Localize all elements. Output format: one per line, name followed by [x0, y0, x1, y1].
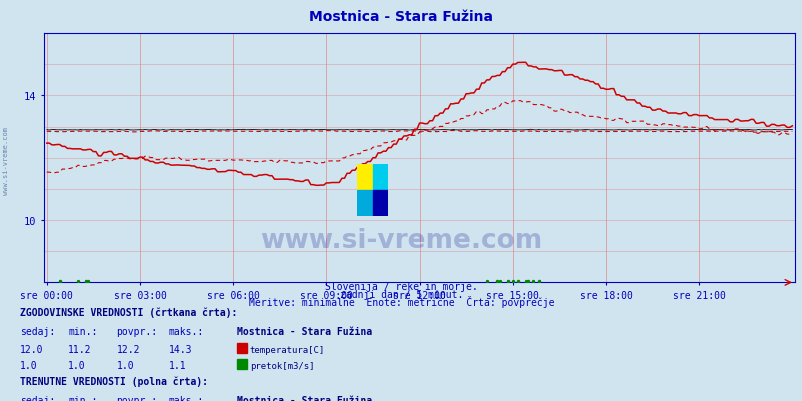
Text: 1.1: 1.1 — [168, 360, 186, 370]
Text: min.:: min.: — [68, 395, 98, 401]
Bar — [372, 164, 387, 190]
Text: pretok[m3/s]: pretok[m3/s] — [249, 361, 314, 370]
Text: zadnji dan / 5 minut.: zadnji dan / 5 minut. — [339, 290, 463, 300]
Text: 1.0: 1.0 — [20, 360, 38, 370]
Point — [526, 278, 539, 284]
Bar — [357, 164, 372, 190]
Point — [492, 278, 505, 284]
Text: 12.0: 12.0 — [20, 344, 43, 354]
Text: www.si-vreme.com: www.si-vreme.com — [260, 228, 542, 253]
Text: www.si-vreme.com: www.si-vreme.com — [3, 126, 10, 194]
Point — [506, 278, 519, 284]
Text: min.:: min.: — [68, 326, 98, 336]
Point — [480, 278, 492, 284]
Text: 12.2: 12.2 — [116, 344, 140, 354]
Text: sedaj:: sedaj: — [20, 395, 55, 401]
Text: 11.2: 11.2 — [68, 344, 91, 354]
Bar — [357, 190, 372, 217]
Text: povpr.:: povpr.: — [116, 326, 157, 336]
Point — [82, 278, 95, 284]
Text: TRENUTNE VREDNOSTI (polna črta):: TRENUTNE VREDNOSTI (polna črta): — [20, 376, 208, 386]
Text: Meritve: minimalne  Enote: metrične  Črta: povprečje: Meritve: minimalne Enote: metrične Črta:… — [249, 296, 553, 308]
Text: ZGODOVINSKE VREDNOSTI (črtkana črta):: ZGODOVINSKE VREDNOSTI (črtkana črta): — [20, 306, 237, 317]
Text: Mostnica - Stara Fužina: Mostnica - Stara Fužina — [237, 395, 371, 401]
Point — [519, 278, 532, 284]
Point — [71, 278, 84, 284]
Bar — [372, 190, 387, 217]
Text: Mostnica - Stara Fužina: Mostnica - Stara Fužina — [237, 326, 371, 336]
Text: maks.:: maks.: — [168, 326, 204, 336]
Text: povpr.:: povpr.: — [116, 395, 157, 401]
Text: 14.3: 14.3 — [168, 344, 192, 354]
Text: temperatura[C]: temperatura[C] — [249, 345, 325, 354]
Text: sedaj:: sedaj: — [20, 326, 55, 336]
Text: Mostnica - Stara Fužina: Mostnica - Stara Fužina — [309, 10, 493, 24]
Text: 1.0: 1.0 — [68, 360, 86, 370]
Text: maks.:: maks.: — [168, 395, 204, 401]
Text: Slovenija / reke in morje.: Slovenija / reke in morje. — [325, 282, 477, 292]
Text: 1.0: 1.0 — [116, 360, 134, 370]
